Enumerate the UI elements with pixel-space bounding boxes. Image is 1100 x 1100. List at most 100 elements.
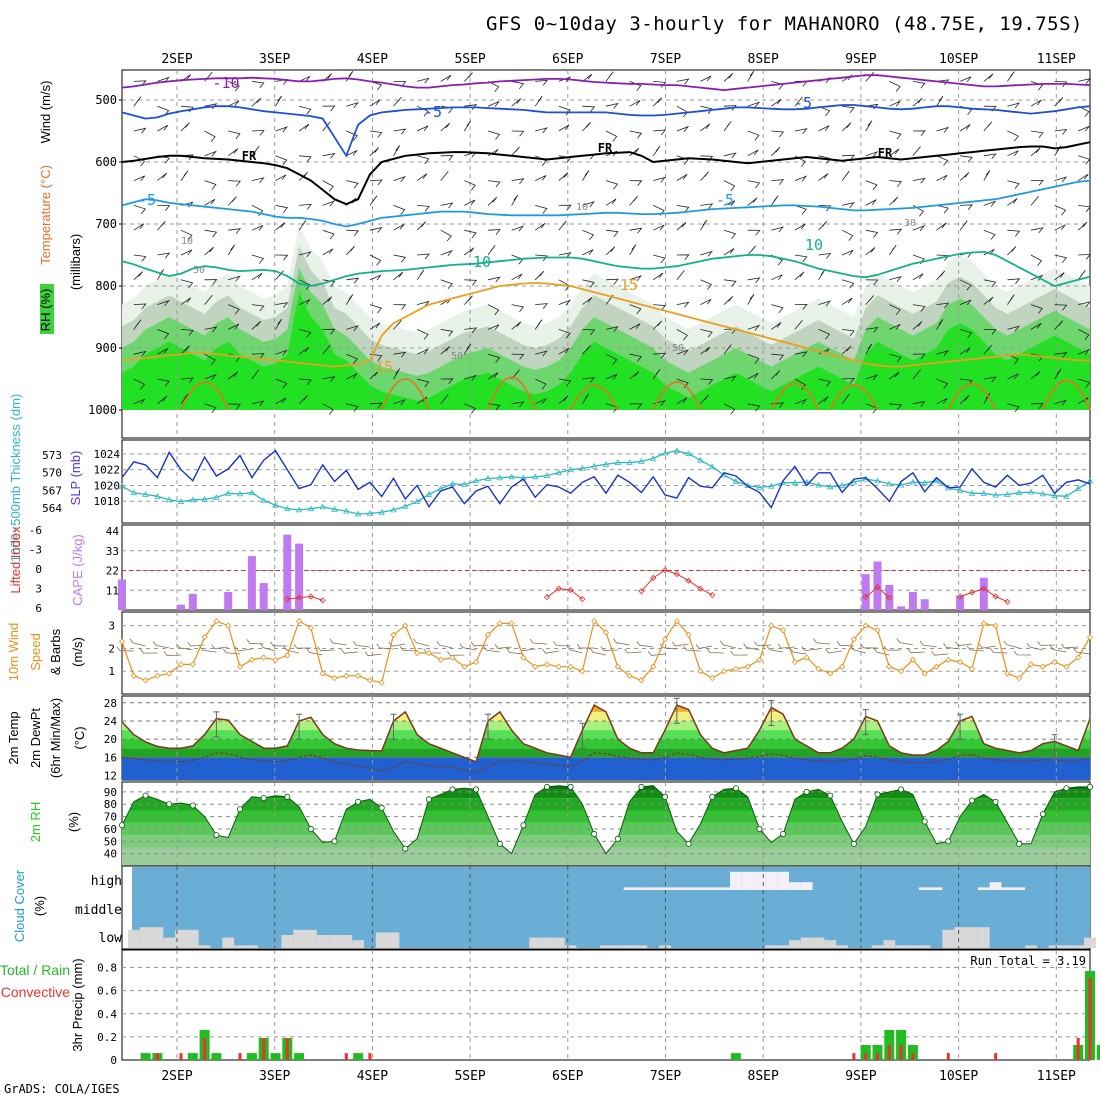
wind-barb <box>1007 325 1021 332</box>
wind-barb <box>723 229 737 239</box>
wind-barb <box>440 329 454 337</box>
cloud-bar <box>1025 945 1037 948</box>
wind-speed-marker <box>473 659 480 666</box>
precip-total-bar <box>187 1053 198 1060</box>
li-marker <box>697 585 704 592</box>
wind-barb <box>771 147 781 157</box>
wind-barb <box>228 81 240 92</box>
cloud-bar <box>824 940 837 948</box>
y-tick-label: 800 <box>95 279 117 293</box>
wind-barb <box>865 120 873 132</box>
cape-bar <box>897 606 906 610</box>
wind-barb <box>676 348 690 356</box>
warm-contour <box>652 381 702 411</box>
surface-wind-barb <box>766 645 784 653</box>
wind-barb <box>842 329 855 337</box>
wind-barb <box>983 279 997 288</box>
wind-barb <box>227 371 239 380</box>
surface-wind-barb <box>813 638 831 645</box>
ylabel-thickness: 1000~500mb Thickness (dm) <box>8 394 23 563</box>
wind-barb <box>511 81 525 89</box>
ylabel-temp-part: 2m Temp <box>6 711 21 764</box>
bottom-day-label: 4SEP <box>357 1069 388 1084</box>
precip-total-bar <box>872 1045 883 1060</box>
cloud-bar <box>340 935 353 948</box>
wind-barb <box>487 180 501 188</box>
wind-speed-marker <box>425 649 432 657</box>
wind-speed-marker <box>319 670 326 677</box>
wind-barb <box>369 254 382 266</box>
surface-wind-barb <box>624 648 642 654</box>
wind-barb <box>322 344 331 355</box>
wind-barb <box>676 270 685 281</box>
cape-bar <box>177 604 185 610</box>
wind-barb <box>558 378 572 387</box>
rh-marker <box>520 822 527 829</box>
slp-tick-label: 1024 <box>94 448 121 461</box>
wind-barb <box>842 105 855 113</box>
cloud-bar <box>966 927 978 948</box>
rh-tick-label: 70 <box>104 811 117 824</box>
li-line <box>546 588 583 600</box>
wind-barb <box>534 319 543 330</box>
minmax-bar <box>213 711 220 738</box>
wind-barb <box>889 196 899 206</box>
wind-barb <box>841 393 850 405</box>
wind-barbs <box>133 70 1092 415</box>
precip-tick-label: 0.4 <box>97 1008 117 1021</box>
wind-barb <box>983 393 991 405</box>
surface-wind-barb <box>199 646 217 653</box>
cloud-bar <box>1060 945 1073 948</box>
wind-barb <box>700 279 713 290</box>
wind-barb <box>1007 150 1019 157</box>
surface-wind-barb <box>317 646 335 652</box>
wind-barb <box>582 345 591 355</box>
wind-barb <box>322 328 336 335</box>
wind-barb <box>393 271 404 281</box>
wind-speed-marker <box>555 663 562 670</box>
wind-barb <box>1078 301 1091 308</box>
wind-barb <box>794 175 808 182</box>
precip-conv-bar <box>155 1053 159 1060</box>
wind-barb <box>180 249 193 256</box>
temp-band <box>122 730 1090 740</box>
cloud-bar <box>789 882 801 890</box>
bottom-day-label: 2SEP <box>161 1069 192 1084</box>
thickness-marker <box>532 473 539 480</box>
wind-barb <box>983 229 996 240</box>
li-tick-label: 3 <box>35 583 42 596</box>
warm-contour <box>180 381 229 411</box>
cloud-bar <box>175 929 187 948</box>
cape-bar <box>283 534 292 610</box>
wind-barb <box>983 296 994 305</box>
wind-barb <box>157 205 171 211</box>
rh-marker <box>567 783 574 790</box>
rh-marker <box>992 798 999 805</box>
wind-barb <box>487 130 501 140</box>
wind-barb <box>1007 403 1020 413</box>
wind-barb <box>959 299 972 306</box>
y-tick-label: 1000 <box>88 403 117 417</box>
wind-barb <box>346 373 358 380</box>
wind-barb <box>133 398 146 405</box>
wind-barb <box>960 204 973 211</box>
wind-barb <box>771 179 785 185</box>
wind-barb <box>275 318 283 330</box>
wind-barb <box>534 222 546 231</box>
thickness-marker <box>909 478 917 485</box>
thickness-marker <box>850 478 858 485</box>
wind-barb <box>865 295 874 305</box>
slp-tick-label: 1022 <box>94 464 121 477</box>
wind-barb <box>204 326 218 333</box>
ylabel-slp: SLP (mb) <box>68 451 83 506</box>
cloud-level-label: middle <box>75 903 122 918</box>
wind-barb <box>865 72 874 82</box>
wind-barb <box>157 124 169 132</box>
rh-marker <box>1039 811 1046 818</box>
surface-wind-barb <box>553 641 571 647</box>
wind-barb <box>842 202 855 208</box>
surface-wind-barb <box>222 648 241 655</box>
wind-barb <box>605 373 618 380</box>
wind-barb <box>157 252 171 259</box>
wind-speed-marker <box>449 654 456 661</box>
